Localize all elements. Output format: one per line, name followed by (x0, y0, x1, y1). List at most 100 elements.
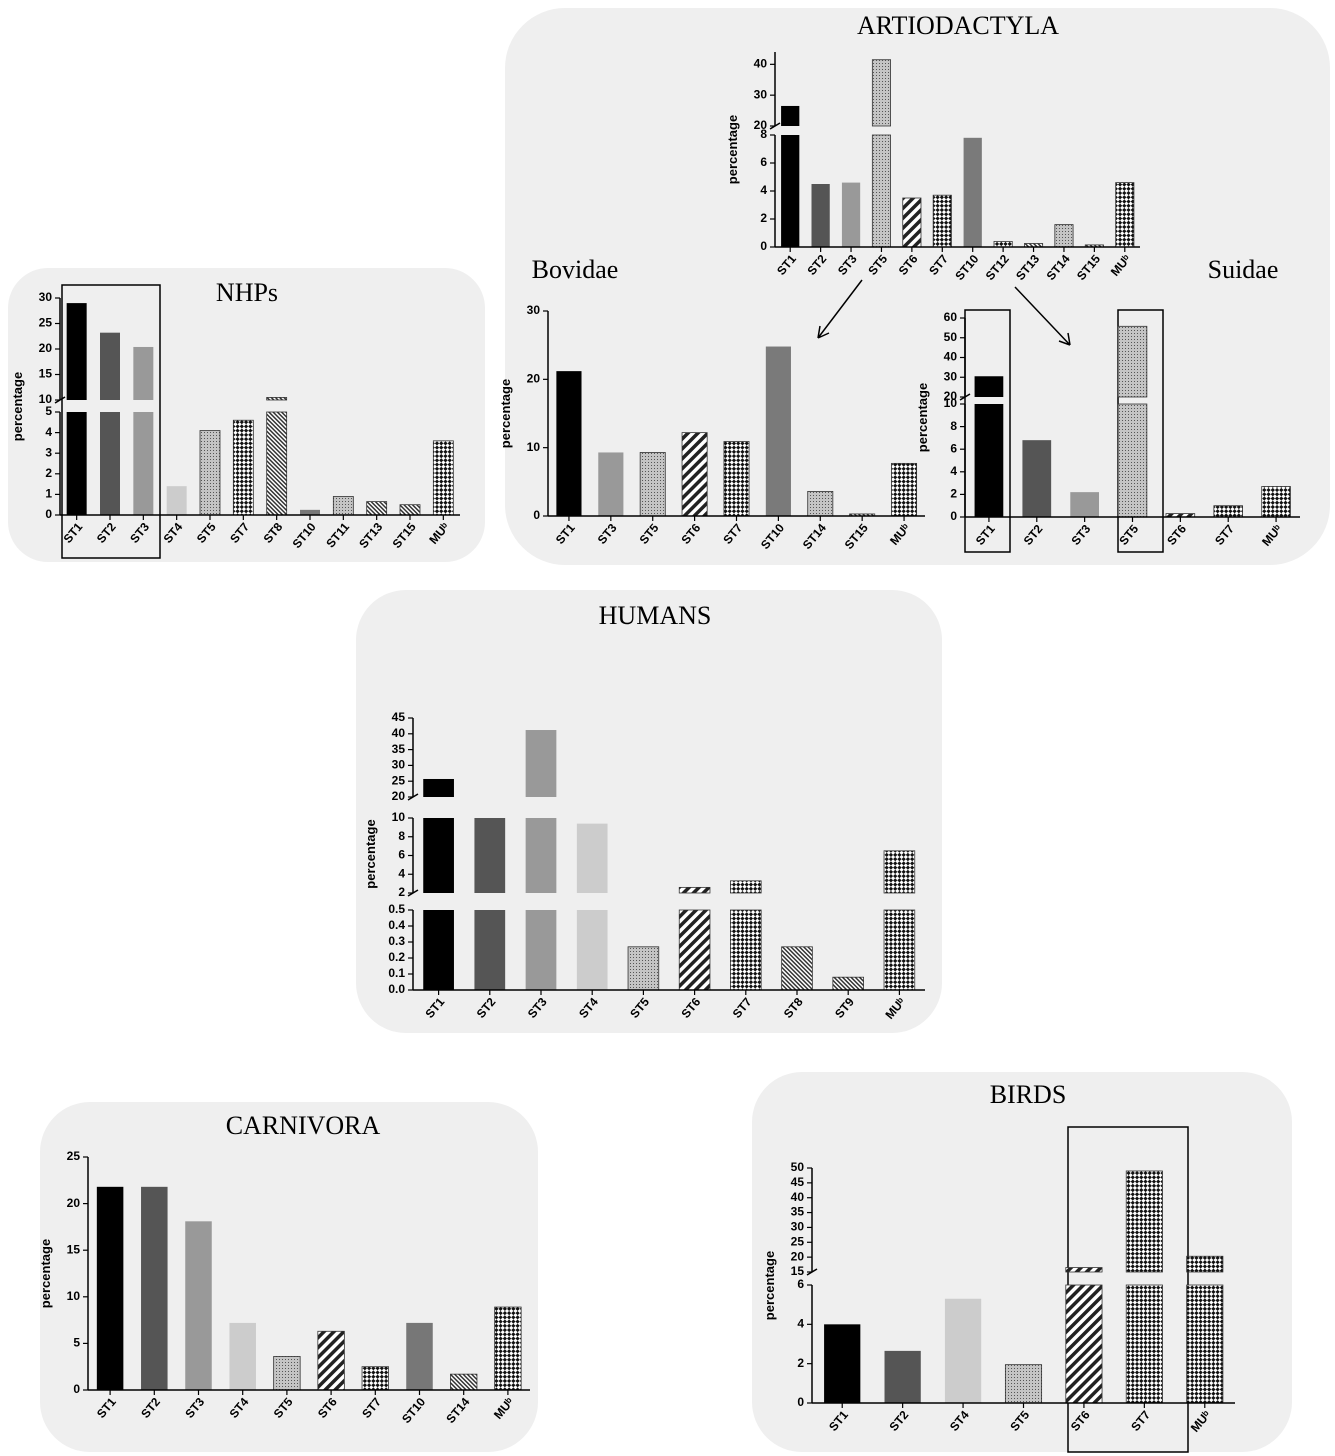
y-tick-label: 4 (950, 464, 957, 478)
y-tick-label: 10 (67, 1289, 81, 1303)
bar (781, 946, 813, 991)
bar (1186, 1284, 1224, 1404)
y-tick-label: 6 (760, 155, 767, 169)
bar (993, 240, 1013, 248)
bar (525, 818, 557, 893)
bar (232, 419, 254, 516)
bar (963, 137, 982, 247)
y-tick-label: 15 (791, 1264, 805, 1278)
bar (932, 194, 952, 248)
arrow (817, 279, 863, 339)
bar (474, 818, 506, 893)
y-tick-label: 45 (392, 710, 406, 724)
y-tick-label: 8 (398, 829, 405, 843)
bar (229, 1322, 256, 1390)
panel (505, 8, 1330, 565)
bar (1065, 1267, 1103, 1273)
y-tick-label: 20 (39, 341, 53, 355)
bar (902, 197, 922, 248)
bar (765, 346, 791, 516)
y-tick-label: 5 (45, 404, 52, 418)
y-tick-label: 20 (754, 118, 768, 132)
y-tick-label: 10 (39, 392, 53, 406)
y-tick-label: 10 (944, 396, 958, 410)
chart-title: Suidae (1208, 255, 1279, 284)
bar (1117, 403, 1148, 518)
bar (598, 452, 624, 516)
bar (678, 909, 711, 991)
bar (423, 910, 454, 990)
y-tick-label: 2 (398, 885, 405, 899)
y-tick-label: 25 (791, 1234, 805, 1248)
bar (556, 371, 582, 516)
bar (832, 976, 864, 991)
chart-title: Bovidae (532, 255, 619, 284)
bar (185, 1221, 212, 1390)
y-tick-label: 4 (760, 183, 767, 197)
bar (974, 404, 1004, 517)
bar (1261, 486, 1291, 518)
bar (423, 818, 454, 893)
bar (100, 332, 120, 400)
bar (133, 412, 154, 515)
bar (432, 440, 454, 516)
bar (871, 59, 891, 127)
y-tick-label: 3 (45, 445, 52, 459)
y-tick-label: 40 (944, 350, 958, 364)
highlight-box (61, 284, 161, 559)
bar (678, 886, 711, 894)
y-tick-label: 0 (45, 507, 52, 521)
y-tick-label: 2 (45, 466, 52, 480)
y-tick-label: 45 (791, 1175, 805, 1189)
y-axis-label: percentage (725, 115, 740, 184)
panel (8, 268, 485, 562)
y-tick-label: 2 (797, 1356, 804, 1370)
y-axis-label: percentage (915, 383, 930, 452)
bar (96, 1186, 124, 1390)
arrow (1014, 286, 1071, 346)
y-tick-label: 0 (797, 1395, 804, 1409)
y-tick-label: 0.2 (388, 950, 405, 964)
y-tick-label: 40 (754, 57, 768, 71)
y-axis-label: percentage (38, 1239, 53, 1308)
y-tick-label: 25 (39, 316, 53, 330)
bar (1054, 224, 1074, 248)
y-tick-label: 40 (392, 726, 406, 740)
bar (450, 1373, 478, 1391)
y-tick-label: 15 (39, 367, 53, 381)
chart-title: CARNIVORA (226, 1111, 381, 1140)
y-tick-label: 60 (944, 310, 958, 324)
bar (871, 134, 891, 248)
bar (423, 778, 454, 797)
bar (730, 880, 762, 894)
y-tick-label: 20 (527, 372, 541, 386)
bar (883, 850, 916, 894)
y-tick-label: 20 (791, 1249, 805, 1263)
y-tick-label: 0.5 (388, 902, 405, 916)
bar (141, 1186, 168, 1390)
bar (1213, 505, 1243, 518)
y-tick-label: 50 (791, 1160, 805, 1174)
y-tick-label: 0 (533, 508, 540, 522)
bar (883, 909, 916, 991)
arrows (817, 279, 1071, 346)
bar (300, 509, 320, 515)
bar (361, 1366, 389, 1391)
y-tick-label: 8 (760, 127, 767, 141)
bar (199, 430, 221, 516)
y-tick-label: 4 (45, 425, 52, 439)
y-tick-label: 30 (791, 1220, 805, 1234)
y-tick-label: 30 (944, 369, 958, 383)
y-tick-label: 30 (39, 290, 53, 304)
bar (474, 910, 506, 990)
y-tick-label: 10 (527, 440, 541, 454)
bar (1004, 1364, 1043, 1404)
y-tick-label: 8 (950, 419, 957, 433)
bar (1125, 1170, 1163, 1273)
bar (730, 909, 762, 991)
y-tick-label: 40 (791, 1190, 805, 1204)
y-tick-label: 4 (398, 866, 405, 880)
y-tick-label: 35 (791, 1205, 805, 1219)
y-axis-label: percentage (762, 1251, 777, 1320)
